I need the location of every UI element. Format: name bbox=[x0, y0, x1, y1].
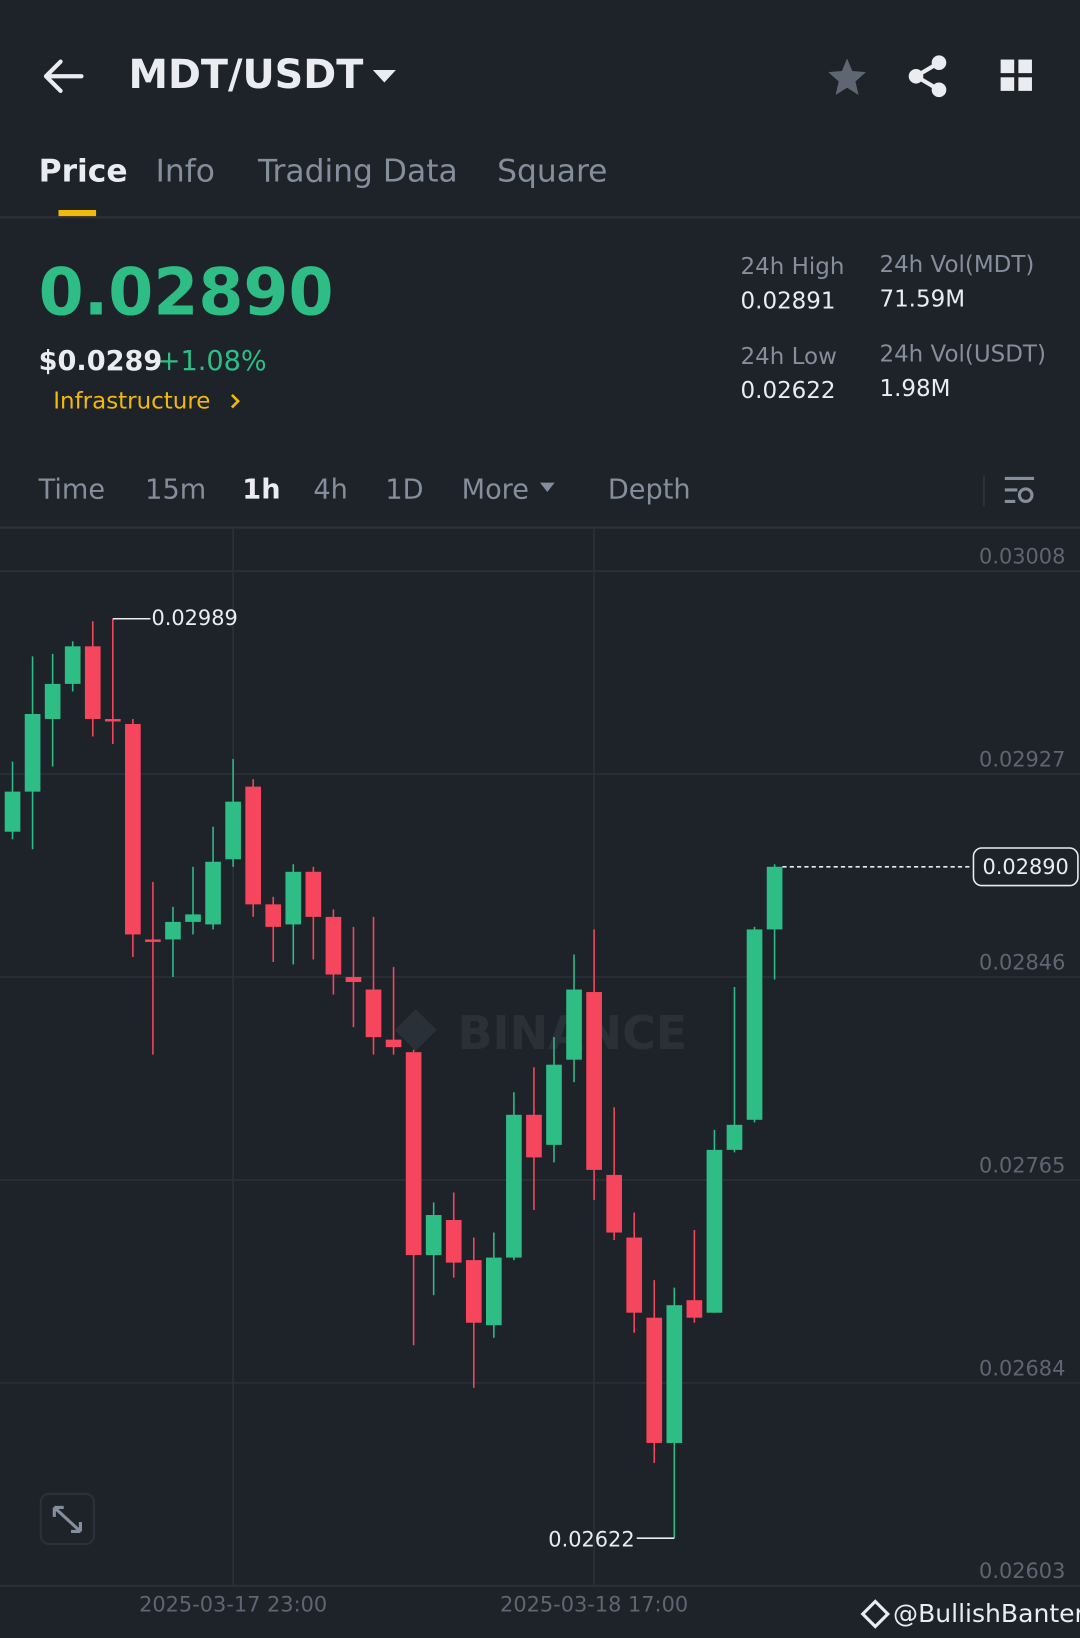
favorite-icon[interactable] bbox=[828, 58, 866, 96]
high-annotation: 0.02989 bbox=[151, 606, 237, 630]
credit-logo bbox=[860, 1599, 891, 1629]
y-tick-label: 0.02846 bbox=[979, 950, 1065, 974]
stat-label: 24h Vol(USDT) bbox=[879, 342, 1045, 368]
candle-body bbox=[385, 1039, 402, 1048]
tab[interactable]: Trading Data bbox=[257, 153, 458, 189]
interval[interactable]: 4h bbox=[313, 474, 347, 505]
candle-body bbox=[405, 1052, 422, 1256]
stat-label: 24h High bbox=[741, 254, 845, 280]
candle-body bbox=[566, 989, 582, 1060]
candle-body bbox=[526, 1114, 542, 1158]
interval[interactable]: 1D bbox=[385, 474, 423, 505]
stat-value: 0.02891 bbox=[741, 288, 836, 314]
expand-button[interactable] bbox=[39, 1492, 96, 1546]
candle-body bbox=[325, 916, 342, 975]
share-icon[interactable] bbox=[908, 55, 947, 98]
tag-arrow[interactable] bbox=[230, 393, 240, 409]
candle-body bbox=[4, 791, 21, 832]
candle-body bbox=[305, 871, 322, 917]
candle-body bbox=[24, 713, 41, 792]
candle-body bbox=[365, 989, 382, 1038]
candle-body bbox=[145, 939, 161, 942]
tab[interactable]: Square bbox=[497, 153, 607, 189]
tab-indicator bbox=[58, 209, 97, 217]
candle-body bbox=[465, 1260, 482, 1323]
candlestick-chart: 0.02603 0.02684 0.02765 0.02846 0.02927 0.030… bbox=[0, 528, 1080, 1617]
interval[interactable]: 1h bbox=[242, 474, 280, 505]
candle-body bbox=[606, 1174, 622, 1233]
interval[interactable]: Depth bbox=[608, 474, 691, 505]
candle-body bbox=[185, 914, 201, 922]
stat-label: 24h Low bbox=[741, 344, 837, 370]
interval[interactable]: Time bbox=[38, 474, 105, 505]
candle-body bbox=[706, 1149, 723, 1313]
stat-label: 24h Vol(MDT) bbox=[879, 252, 1034, 278]
last-price-label: 0.02890 bbox=[983, 855, 1069, 879]
candle-body bbox=[165, 921, 181, 940]
candle-body bbox=[646, 1317, 663, 1443]
x-tick-label: 2025-03-18 17:00 bbox=[500, 1593, 688, 1617]
pair-dropdown[interactable] bbox=[372, 69, 396, 83]
candle-body bbox=[285, 871, 302, 925]
candle-body bbox=[486, 1257, 502, 1326]
y-tick-label: 0.02927 bbox=[979, 748, 1065, 772]
tab[interactable]: Info bbox=[156, 153, 215, 189]
credit: @BullishBanter bbox=[893, 1599, 1080, 1628]
candle-body bbox=[225, 801, 241, 860]
usd-price: $0.0289 bbox=[39, 346, 163, 377]
candle-body bbox=[726, 1124, 743, 1150]
y-tick-label: 0.03008 bbox=[979, 545, 1065, 569]
candle-body bbox=[506, 1114, 522, 1258]
candle-body bbox=[205, 861, 221, 925]
stat-value: 0.02622 bbox=[741, 378, 836, 404]
y-tick-label: 0.02684 bbox=[979, 1356, 1065, 1380]
chart-settings-icon[interactable] bbox=[1004, 476, 1035, 503]
sector-tag[interactable]: Infrastructure bbox=[53, 389, 210, 415]
low-annotation: 0.02622 bbox=[548, 1527, 634, 1551]
more-dropdown[interactable] bbox=[540, 482, 555, 493]
pair-title[interactable]: MDT/USDT bbox=[128, 52, 363, 98]
candle-body bbox=[64, 646, 81, 684]
grid-menu-icon[interactable] bbox=[1000, 59, 1032, 91]
tab[interactable]: Price bbox=[39, 153, 128, 189]
candle-body bbox=[345, 977, 362, 983]
candle-body bbox=[686, 1300, 703, 1318]
interval[interactable]: 15m bbox=[145, 474, 206, 505]
x-tick-label: 2025-03-17 23:00 bbox=[139, 1593, 327, 1617]
last-price-box bbox=[972, 847, 1079, 887]
candle-body bbox=[104, 718, 121, 722]
candle-body bbox=[84, 646, 101, 719]
candle-body bbox=[746, 929, 763, 1120]
stat-value: 71.59M bbox=[879, 286, 965, 312]
candle-body bbox=[245, 786, 262, 905]
y-tick-label: 0.02765 bbox=[979, 1153, 1065, 1177]
candle-body bbox=[766, 866, 783, 930]
candle-body bbox=[125, 723, 141, 935]
candle-body bbox=[626, 1237, 643, 1313]
y-tick-label: 0.02603 bbox=[979, 1559, 1065, 1583]
candle-body bbox=[586, 992, 602, 1170]
candle-body bbox=[445, 1220, 462, 1263]
candle-body bbox=[546, 1064, 562, 1145]
price-change: +1.08% bbox=[158, 346, 267, 377]
candle-body bbox=[265, 904, 282, 927]
last-price: 0.02890 bbox=[39, 255, 334, 330]
candle-body bbox=[425, 1215, 442, 1256]
candle-body bbox=[44, 683, 61, 719]
back-button[interactable] bbox=[43, 59, 84, 93]
interval[interactable]: More bbox=[462, 474, 529, 505]
candle-body bbox=[666, 1305, 683, 1443]
stat-value: 1.98M bbox=[879, 376, 950, 402]
